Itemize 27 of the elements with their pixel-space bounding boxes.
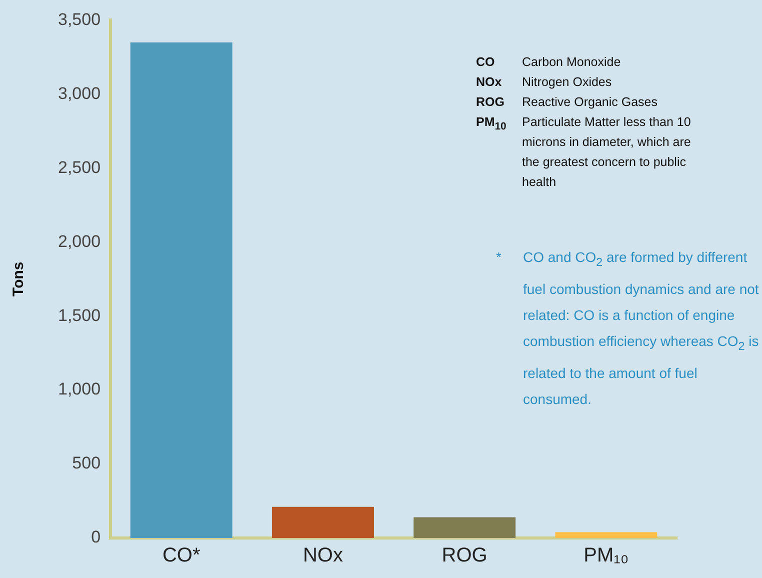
annotation: Carbon Monoxide: [522, 54, 621, 71]
y-tick-label: 3,500: [58, 10, 101, 29]
bar: [414, 517, 516, 538]
y-tick-label: 2,000: [58, 232, 101, 251]
annotation: Nitrogen Oxides: [522, 74, 612, 91]
text: CO and CO$_{2}$ are formed by different fuel combustion dynamics and are not related: CO is a function of engine combustion efficiency whereas CO$_{2}$ is related to the amount of fuel consumed.: [523, 249, 759, 407]
x-tick-label: PM₁₀: [584, 544, 629, 567]
annotation: *: [496, 248, 502, 267]
y-tick-label: 500: [72, 454, 101, 473]
y-axis-title: Tons: [10, 262, 28, 296]
y-tick-label: 1,000: [58, 380, 101, 399]
x-tick-label: CO*: [162, 544, 200, 567]
annotation: NOx: [476, 74, 503, 91]
bar: [130, 42, 232, 538]
x-tick-label: ROG: [442, 544, 488, 567]
annotation: ROG: [476, 94, 506, 111]
annotation: Particulate Matter less than 10 microns in diameter, which are the greatest concern to public health: [522, 114, 692, 191]
y-tick-label: 1,500: [58, 306, 101, 325]
y-tick-label: 3,000: [58, 84, 101, 103]
y-tick-label: 0: [91, 528, 101, 547]
y-tick-label: 2,500: [58, 158, 101, 177]
annotation: PM$_{10}$: [476, 114, 508, 134]
bar: [272, 506, 374, 538]
x-tick-label: NOx: [302, 544, 343, 567]
annotation: Reactive Organic Gases: [522, 94, 658, 111]
bar: [555, 532, 658, 538]
annotation: CO: [476, 54, 496, 71]
